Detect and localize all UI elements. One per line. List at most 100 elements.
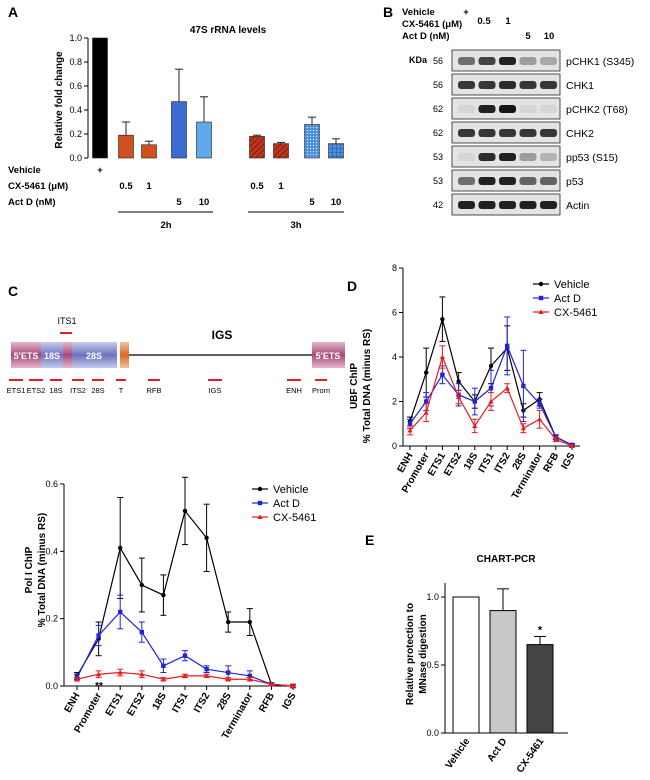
s28-segment bbox=[72, 342, 117, 368]
panel-c-xtick-label: 18S bbox=[151, 691, 170, 712]
ets5-segment bbox=[11, 342, 41, 368]
panel-c-point bbox=[268, 681, 274, 687]
s18-segment bbox=[41, 342, 63, 368]
panel-a-ylabel: Relative fold change bbox=[54, 51, 65, 149]
blot-band bbox=[540, 57, 557, 65]
panel-c-point bbox=[160, 676, 166, 682]
blot-band bbox=[519, 129, 537, 137]
panel-d-point bbox=[521, 383, 526, 389]
blot-band bbox=[519, 57, 537, 65]
panel-a-bar bbox=[118, 134, 134, 159]
panel-c-xtick-label: IGS bbox=[280, 691, 298, 712]
panel-b-actd-0: 5 bbox=[525, 31, 531, 42]
panel-d-xtick-label: RFB bbox=[542, 451, 562, 474]
panel-label-d: D bbox=[347, 278, 357, 294]
panel-b-vehicle-mark: + bbox=[463, 7, 469, 18]
panel-a-bar bbox=[249, 136, 265, 159]
panel-label-e: E bbox=[365, 532, 374, 548]
panel-d-legend-label: Vehicle bbox=[554, 279, 589, 291]
panel-d-legend-marker bbox=[538, 309, 544, 314]
panel-c-point bbox=[226, 619, 231, 625]
blot-band bbox=[458, 57, 475, 65]
igs-label: IGS bbox=[212, 328, 233, 342]
panel-d-legend-label: Act D bbox=[554, 293, 581, 305]
panel-c-point bbox=[139, 671, 145, 677]
panel-d-point bbox=[440, 372, 445, 377]
blot-protein-label: Actin bbox=[566, 200, 590, 212]
blot-protein-label: pCHK1 (S345) bbox=[566, 56, 634, 68]
panel-a-ytick-label: 0.6 bbox=[69, 81, 82, 91]
panel-e-ytick-label: 1.0 bbox=[426, 592, 439, 602]
primer-label: 28S bbox=[91, 386, 104, 395]
panel-d-point bbox=[472, 423, 478, 428]
blot-protein-label: p53 bbox=[566, 176, 584, 188]
panel-c-xtick-label: RFB bbox=[257, 691, 277, 714]
panel-a-bar bbox=[328, 143, 344, 159]
panel-d-point bbox=[472, 399, 477, 404]
panel-e-significance: * bbox=[538, 624, 543, 636]
panel-a-ytick-label: 0.4 bbox=[69, 105, 82, 115]
panel-d-point bbox=[553, 436, 559, 442]
panel-e-chart: CHART-PCR Relative protection to MNase d… bbox=[405, 554, 568, 775]
panel-a-ytick-label: 0.0 bbox=[69, 153, 82, 163]
blot-protein-label: CHK1 bbox=[566, 80, 594, 92]
panel-c-ylabel-bottom: % Total DNA (minus RS) bbox=[37, 513, 48, 627]
blot-band bbox=[499, 129, 516, 137]
ets5-label: 5'ETS bbox=[14, 351, 39, 361]
its1-label: ITS1 bbox=[57, 316, 76, 326]
ets5-next-label: 5'ETS bbox=[316, 351, 341, 361]
panel-a-bar bbox=[92, 37, 108, 159]
panel-d-ytick-label: 4 bbox=[392, 352, 397, 362]
panel-a-bar bbox=[196, 121, 212, 159]
panel-c-xtick-label: ITS1 bbox=[171, 691, 191, 715]
primer-label: 18S bbox=[49, 386, 62, 395]
panel-c-xtick-label: ETS2 bbox=[125, 691, 147, 719]
primer-label: ETS2 bbox=[27, 386, 46, 395]
blot-band bbox=[458, 129, 475, 137]
panel-a-actd-0: 5 bbox=[176, 197, 182, 208]
primer-label: Prom bbox=[312, 386, 330, 395]
panel-d-point bbox=[407, 421, 413, 426]
panel-a-vehicle-label: Vehicle bbox=[8, 165, 41, 176]
panel-d-ytick-label: 8 bbox=[392, 263, 397, 273]
panel-c-rdna-diagram: 5'ETS 18S 28S ITS1 IGS 5'ETS ETS1 ETS2 18S… bbox=[7, 316, 345, 395]
panel-c-legend-marker bbox=[257, 486, 263, 492]
blot-band bbox=[478, 81, 496, 89]
panel-label-b: B bbox=[383, 4, 393, 20]
panel-d-point bbox=[520, 425, 526, 431]
panel-d-point bbox=[424, 399, 429, 404]
panel-d-legend-marker bbox=[538, 295, 544, 301]
panel-b-cx-1: 1 bbox=[505, 16, 511, 27]
panel-d-ytick-label: 2 bbox=[392, 397, 397, 407]
panel-c-point bbox=[118, 545, 123, 551]
panel-e-ylabel-line2: MNase digestion bbox=[418, 614, 429, 693]
panel-e-xtick-label: CX-5461 bbox=[515, 736, 547, 775]
panel-a-cx-label: CX-5461 (μM) bbox=[8, 181, 68, 192]
panel-c-point bbox=[247, 673, 252, 679]
panel-c-point bbox=[204, 673, 210, 678]
panel-a-title: 47S rRNA levels bbox=[190, 25, 267, 36]
panel-c-xtick-label: 28S bbox=[215, 691, 234, 712]
panel-c-point bbox=[247, 676, 253, 682]
panel-c-legend-label: Vehicle bbox=[273, 484, 308, 496]
panel-c-legend-label: Act D bbox=[273, 498, 300, 510]
blot-band bbox=[478, 57, 496, 65]
panel-c-point bbox=[117, 669, 123, 675]
panel-c-point bbox=[139, 629, 144, 635]
blot-band bbox=[540, 105, 557, 113]
panel-d-point bbox=[440, 316, 445, 322]
blot-band bbox=[458, 177, 475, 185]
panel-a-time-3h: 3h bbox=[290, 220, 301, 231]
panel-d-point bbox=[488, 398, 494, 404]
primer-label: T bbox=[119, 386, 124, 395]
primer-label: ENH bbox=[286, 386, 302, 395]
panel-e-bar bbox=[526, 644, 554, 734]
panel-d-ylabel-bottom: % Total DNA (minus RS) bbox=[362, 329, 373, 443]
panel-c-point bbox=[204, 666, 209, 672]
blot-band bbox=[478, 129, 496, 137]
panel-a-actd-3: 10 bbox=[331, 197, 342, 208]
blot-band bbox=[540, 177, 557, 185]
panel-b-vehicle-label: Vehicle bbox=[402, 7, 435, 18]
panel-c-point bbox=[204, 535, 209, 541]
panel-c-xtick-label: ITS2 bbox=[192, 691, 212, 715]
